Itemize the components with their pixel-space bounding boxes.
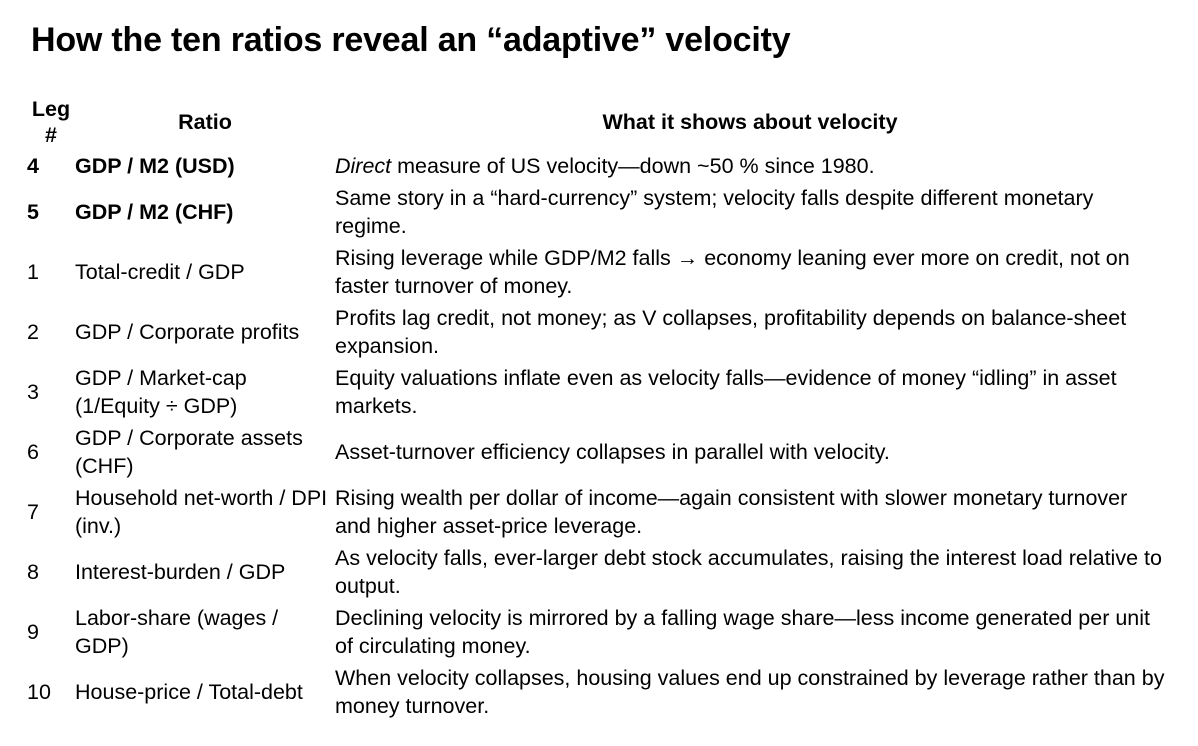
header-leg: Leg # xyxy=(27,94,75,150)
description-text: Rising leverage while GDP/M2 falls → eco… xyxy=(335,246,1130,298)
velocity-description: Direct measure of US velocity—down ~50 %… xyxy=(335,150,1165,182)
ratio-name: Total-credit / GDP xyxy=(75,260,245,284)
table-row: 2 GDP / Corporate profits Profits lag cred… xyxy=(27,302,1165,362)
description-text: Asset-turnover efficiency collapses in p… xyxy=(335,440,890,464)
table-body: 4 GDP / M2 (USD) Direct measure of US velo… xyxy=(27,150,1165,722)
ratio-name: Household net-worth / DPI (inv.) xyxy=(75,486,328,538)
leg-number: 6 xyxy=(27,440,39,464)
description-text: As velocity falls, ever-larger debt stoc… xyxy=(335,546,1162,598)
description-text: Same story in a “hard-currency” system; … xyxy=(335,186,1094,238)
leg-number: 7 xyxy=(27,500,39,524)
leg-number: 4 xyxy=(27,154,39,178)
description-text: measure of US velocity—down ~50 % since … xyxy=(391,154,875,178)
table-row: 8 Interest-burden / GDP As velocity falls,… xyxy=(27,542,1165,602)
leg-number: 10 xyxy=(27,680,51,704)
ratio-name: House-price / Total-debt xyxy=(75,680,303,704)
description-text: When velocity collapses, housing values … xyxy=(335,666,1165,718)
velocity-description: Profits lag credit, not money; as V coll… xyxy=(335,302,1165,362)
velocity-description: Asset-turnover efficiency collapses in p… xyxy=(335,422,1165,482)
ratios-table: Leg # Ratio What it shows about velocity … xyxy=(27,94,1165,722)
description-text: Equity valuations inflate even as veloci… xyxy=(335,366,1117,418)
ratio-name: GDP / Corporate profits xyxy=(75,320,300,344)
velocity-description: When velocity collapses, housing values … xyxy=(335,662,1165,722)
description-text: Profits lag credit, not money; as V coll… xyxy=(335,306,1127,358)
ratio-name: GDP / M2 (USD) xyxy=(75,154,235,178)
ratio-name: GDP / Corporate assets (CHF) xyxy=(75,426,303,478)
table-row: 3 GDP / Market-cap (1/Equity ÷ GDP) Equity… xyxy=(27,362,1165,422)
leg-number: 5 xyxy=(27,200,39,224)
header-leg-line2: # xyxy=(45,123,57,147)
ratio-name: Interest-burden / GDP xyxy=(75,560,286,584)
velocity-description: Rising leverage while GDP/M2 falls → eco… xyxy=(335,242,1165,302)
ratio-name: GDP / Market-cap (1/Equity ÷ GDP) xyxy=(75,366,247,418)
description-emphasis: Direct xyxy=(335,154,392,178)
page-title: How the ten ratios reveal an “adaptive” … xyxy=(31,21,791,59)
description-text: Rising wealth per dollar of income—again… xyxy=(335,486,1128,538)
table-row: 9 Labor-share (wages / GDP) Declining velo… xyxy=(27,602,1165,662)
header-leg-line1: Leg xyxy=(31,97,71,121)
table-row: 6 GDP / Corporate assets (CHF) Asset-turno… xyxy=(27,422,1165,482)
velocity-description: As velocity falls, ever-larger debt stoc… xyxy=(335,542,1165,602)
table-row: 4 GDP / M2 (USD) Direct measure of US velo… xyxy=(27,150,1165,182)
table-row: 10 House-price / Total-debt When velocity … xyxy=(27,662,1165,722)
leg-number: 3 xyxy=(27,380,39,404)
leg-number: 9 xyxy=(27,620,39,644)
table-header-row: Leg # Ratio What it shows about velocity xyxy=(27,94,1165,150)
velocity-description: Equity valuations inflate even as veloci… xyxy=(335,362,1165,422)
table-row: 5 GDP / M2 (CHF) Same story in a “hard-cur… xyxy=(27,182,1165,242)
velocity-description: Same story in a “hard-currency” system; … xyxy=(335,182,1165,242)
leg-number: 1 xyxy=(27,260,39,284)
table-row: 1 Total-credit / GDP Rising leverage while… xyxy=(27,242,1165,302)
header-ratio: Ratio xyxy=(178,110,232,134)
ratio-name: Labor-share (wages / GDP) xyxy=(75,606,279,658)
table-row: 7 Household net-worth / DPI (inv.) Rising … xyxy=(27,482,1165,542)
leg-number: 2 xyxy=(27,320,39,344)
description-text: Declining velocity is mirrored by a fall… xyxy=(335,606,1151,658)
leg-number: 8 xyxy=(27,560,39,584)
ratio-name: GDP / M2 (CHF) xyxy=(75,200,234,224)
velocity-description: Declining velocity is mirrored by a fall… xyxy=(335,602,1165,662)
velocity-description: Rising wealth per dollar of income—again… xyxy=(335,482,1165,542)
header-what: What it shows about velocity xyxy=(602,110,898,134)
